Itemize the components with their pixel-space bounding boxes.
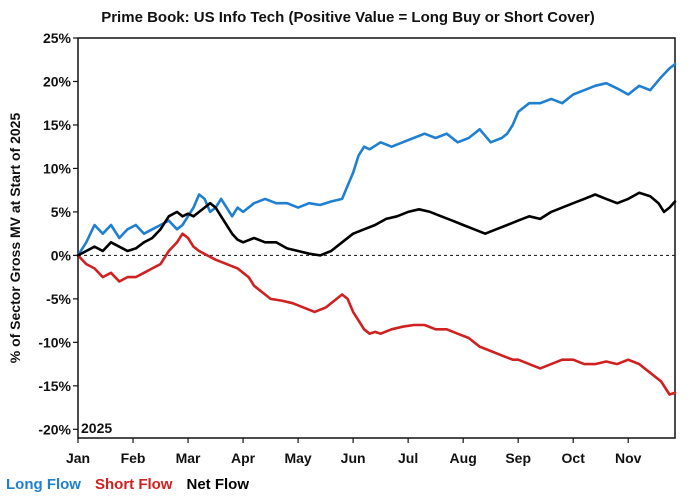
plot-area (77, 37, 676, 439)
x-tick-label: Aug (450, 450, 477, 466)
x-tick-label: Apr (231, 450, 256, 466)
legend-long-flow: Long Flow (6, 476, 81, 493)
x-tick-label: Jun (341, 450, 366, 466)
y-tick-label: 15% (43, 117, 72, 133)
short-flow-line (76, 232, 677, 396)
y-tick-label: 0% (51, 247, 72, 263)
net-flow-line (76, 191, 677, 257)
y-tick-label: 5% (51, 204, 72, 220)
y-tick-label: 20% (43, 73, 72, 89)
y-axis-label: % of Sector Gross MV at Start of 2025 (7, 113, 23, 364)
legend: Long Flow Short Flow Net Flow (6, 476, 249, 493)
legend-short-flow: Short Flow (95, 476, 173, 493)
y-axis: 25% 20% 15% 10% 5% 0% -5% -10% -15% -20% (38, 30, 78, 437)
x-tick-label: Feb (121, 450, 146, 466)
x-tick-label: Jul (398, 450, 418, 466)
x-tick-label: May (284, 450, 311, 466)
y-tick-label: -5% (46, 291, 71, 307)
y-tick-label: -10% (38, 334, 71, 350)
x-tick-label: Nov (615, 450, 642, 466)
chart-title: Prime Book: US Info Tech (Positive Value… (101, 9, 595, 26)
long-flow-line (76, 62, 677, 257)
y-tick-label: 25% (43, 30, 72, 46)
y-tick-label: -20% (38, 421, 71, 437)
x-tick-label: Oct (562, 450, 586, 466)
y-tick-label: -15% (38, 378, 71, 394)
x-axis: Jan Feb Mar Apr May Jun Jul Aug Sep Oct Nov (66, 438, 642, 466)
legend-net-flow: Net Flow (186, 476, 249, 493)
series-lines (76, 62, 677, 396)
x-tick-label: Mar (176, 450, 201, 466)
x-tick-label: Jan (66, 450, 90, 466)
x-tick-label: Sep (505, 450, 531, 466)
y-tick-label: 10% (43, 160, 72, 176)
year-label: 2025 (81, 420, 112, 436)
